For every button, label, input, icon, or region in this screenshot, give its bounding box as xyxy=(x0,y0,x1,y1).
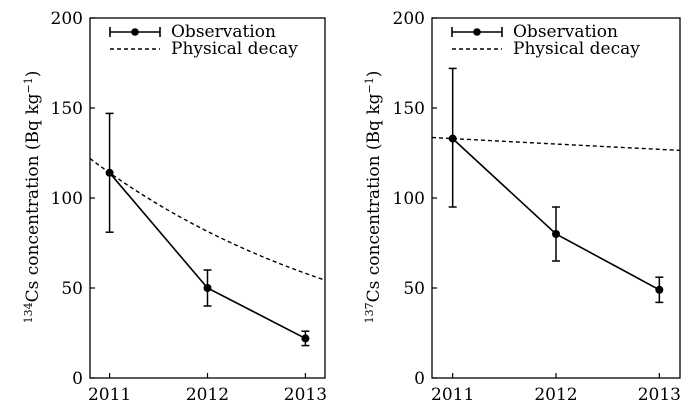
ylabel-close: ) xyxy=(364,71,384,78)
observation-point-2011 xyxy=(105,168,114,177)
series-physical-decay-line xyxy=(432,136,680,152)
series-observation-line xyxy=(108,172,306,340)
legend-observation-marker xyxy=(473,28,481,36)
observation-point-2013 xyxy=(301,334,310,343)
y-tick-label-0: 0 xyxy=(72,369,83,389)
series-group xyxy=(432,67,680,304)
y-tick-label-150: 150 xyxy=(51,99,83,119)
legend-label-physical-decay: Physical decay xyxy=(513,39,640,59)
tick-group: 2011 2012 2013 0 50 100 150 200 xyxy=(51,9,328,405)
x-tick-label-2012: 2012 xyxy=(534,385,577,405)
x-tick-label-2012: 2012 xyxy=(186,385,229,405)
legend-observation-marker xyxy=(131,28,139,36)
observation-point-2012 xyxy=(552,230,560,238)
y-tick-label-200: 200 xyxy=(393,9,425,29)
x-tick-label-2013: 2013 xyxy=(284,385,327,405)
y-tick-label-100: 100 xyxy=(51,189,83,209)
observation-point-2012 xyxy=(203,284,212,292)
series-physical-decay-line xyxy=(90,157,325,281)
ylabel-isotope: 134 xyxy=(22,302,35,323)
y-axis-label: 134Cs concentration (Bq kg−1) xyxy=(22,71,44,324)
ylabel-exponent: −1 xyxy=(22,77,35,93)
y-tick-label-100: 100 xyxy=(393,189,425,209)
y-tick-label-50: 50 xyxy=(61,279,83,299)
ylabel-isotope: 137 xyxy=(363,302,376,323)
x-tick-label-2011: 2011 xyxy=(431,385,474,405)
chart-panel-134cs: 134Cs concentration (Bq kg−1) 2011 2012 20… xyxy=(22,9,328,405)
plot-frame xyxy=(431,17,681,379)
ylabel-close: ) xyxy=(23,71,43,78)
ylabel-text: Cs concentration (Bq kg xyxy=(364,93,384,302)
legend: Observation Physical decay xyxy=(451,22,640,59)
legend-label-observation: Observation xyxy=(171,22,276,42)
y-axis-label: 137Cs concentration (Bq kg−1) xyxy=(363,71,385,324)
y-tick-label-200: 200 xyxy=(51,9,83,29)
x-tick-label-2011: 2011 xyxy=(88,385,131,405)
legend-label-observation: Observation xyxy=(513,22,618,42)
legend-label-physical-decay: Physical decay xyxy=(171,39,298,59)
y-tick-label-50: 50 xyxy=(403,279,425,299)
series-group xyxy=(90,112,325,347)
observation-point-2013 xyxy=(655,285,664,294)
x-tick-label-2013: 2013 xyxy=(638,385,681,405)
ylabel-text: Cs concentration (Bq kg xyxy=(23,93,43,302)
y-tick-label-150: 150 xyxy=(393,99,425,119)
ylabel-exponent: −1 xyxy=(363,77,376,93)
plot-frame xyxy=(89,17,326,379)
y-tick-label-0: 0 xyxy=(414,369,425,389)
tick-group: 2011 2012 2013 0 50 100 150 200 xyxy=(393,9,681,405)
chart-panel-137cs: 137Cs concentration (Bq kg−1) 2011 2012 20… xyxy=(363,9,681,405)
observation-point-2011 xyxy=(448,134,457,143)
legend: Observation Physical decay xyxy=(109,22,298,59)
